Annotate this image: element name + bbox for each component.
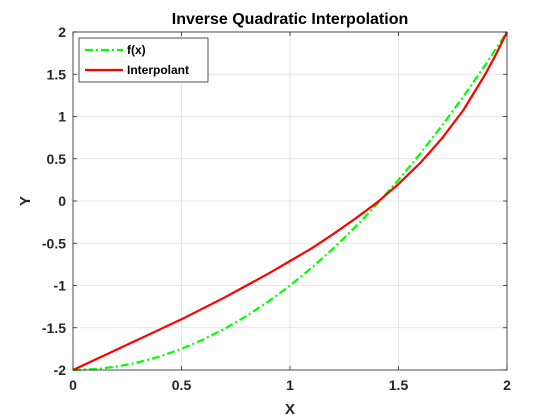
x-tick-label: 2 xyxy=(503,377,511,393)
x-tick-label: 1 xyxy=(286,377,294,393)
y-tick-label: -1.5 xyxy=(42,320,66,336)
ticks: 0 0.5 1 1.5 2 -2 -1.5 -1 -0.5 0 0.5 1 1.5 2 xyxy=(42,24,511,393)
y-tick-label: -2 xyxy=(54,362,67,378)
y-axis-label: Y xyxy=(17,196,34,206)
legend-label-f: f(x) xyxy=(127,43,146,57)
series-layer xyxy=(72,31,508,372)
legend-box xyxy=(78,37,209,83)
legend-label-interpolant: Interpolant xyxy=(127,63,189,77)
plot-frame xyxy=(72,31,508,371)
y-tick-label: 2 xyxy=(58,24,66,40)
legend: f(x) Interpolant xyxy=(78,37,209,83)
x-tick-label: 0 xyxy=(69,377,77,393)
chart-title: Inverse Quadratic Interpolation xyxy=(172,11,409,28)
y-tick-label: -0.5 xyxy=(42,235,66,251)
x-tick-label: 0.5 xyxy=(172,377,192,393)
y-tick-label: 1.5 xyxy=(47,66,67,82)
x-axis-label: X xyxy=(285,401,295,418)
y-tick-label: 0 xyxy=(58,193,66,209)
series-line-interpolant xyxy=(72,31,508,371)
x-tick-label: 1.5 xyxy=(389,377,409,393)
y-tick-label: 1 xyxy=(58,109,66,125)
y-tick-label: -1 xyxy=(54,278,67,294)
y-tick-label: 0.5 xyxy=(47,151,67,167)
